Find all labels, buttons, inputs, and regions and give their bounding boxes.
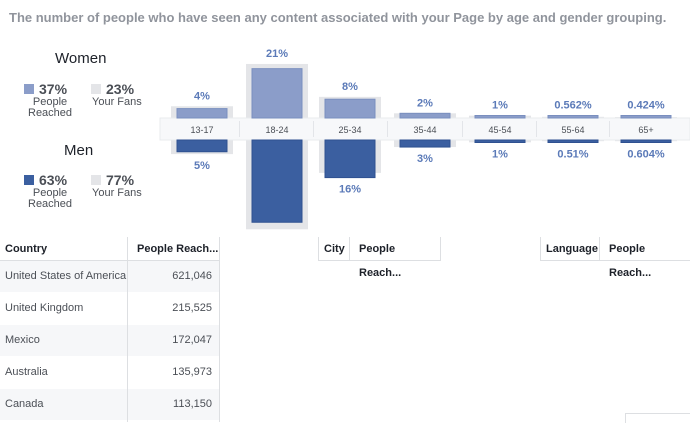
age-tick-label: 25-34 <box>338 125 361 135</box>
women-fans-pct: 23% <box>106 81 135 97</box>
country-col-divider <box>127 261 128 422</box>
women-value-label: 8% <box>342 81 358 93</box>
language-table: Language People Reach... <box>540 237 690 279</box>
men-reached-stat: 63% People Reached <box>24 172 72 210</box>
women-value-label: 0.562% <box>554 100 592 112</box>
table-row <box>0 357 219 388</box>
country-value-cell: 621,046 <box>172 270 212 282</box>
women-reached-bar <box>620 115 672 119</box>
city-table: City People Reach... <box>318 237 441 279</box>
men-reached-bar <box>324 139 376 179</box>
women-reached-label-1: People <box>32 96 68 108</box>
city-header[interactable]: City <box>318 237 350 261</box>
age-tick-label: 18-24 <box>265 125 288 135</box>
men-reached-swatch <box>24 175 34 185</box>
men-value-label: 16% <box>339 184 361 196</box>
country-people-reached-header[interactable]: People Reach... <box>128 237 220 261</box>
table-row <box>0 389 219 420</box>
men-title: Men <box>64 142 94 159</box>
age-tick-label: 35-44 <box>413 125 436 135</box>
men-value-label: 5% <box>194 160 210 172</box>
women-value-label: 21% <box>266 48 288 60</box>
men-value-label: 1% <box>492 149 508 161</box>
women-value-label: 2% <box>417 97 433 109</box>
women-value-label: 1% <box>492 100 508 112</box>
men-reached-bar <box>547 139 599 143</box>
country-value-cell: 135,973 <box>172 366 212 378</box>
country-table-edge <box>219 237 220 422</box>
men-reached-bar <box>176 139 228 153</box>
women-reached-bar <box>324 98 376 119</box>
language-people-reached-header[interactable]: People Reach... <box>600 237 690 279</box>
country-name-cell: United Kingdom <box>5 302 84 314</box>
age-axis-band: 13-17 18-24 25-34 35-44 45-54 55-64 65+ <box>159 117 690 141</box>
women-reached-swatch <box>24 84 34 94</box>
table-row <box>0 325 219 356</box>
women-value-label: 4% <box>194 90 210 102</box>
description-text: The number of people who have seen any c… <box>9 10 667 25</box>
men-reached-pct: 63% <box>39 172 68 188</box>
language-header[interactable]: Language <box>540 237 600 261</box>
country-value-cell: 172,047 <box>172 334 212 346</box>
men-fans-stat: 77% Your Fans <box>91 172 142 199</box>
men-reached-bar <box>620 139 672 143</box>
women-fans-label: Your Fans <box>92 96 142 108</box>
women-reached-pct: 37% <box>39 81 68 97</box>
men-reached-bar <box>399 139 451 148</box>
men-fans-swatch <box>91 175 101 185</box>
country-name-cell: Canada <box>5 398 44 410</box>
men-fans-pct: 77% <box>106 172 135 188</box>
city-people-reached-header[interactable]: People Reach... <box>350 237 441 279</box>
women-fans-stat: 23% Your Fans <box>91 81 142 108</box>
country-name-cell: Australia <box>5 366 48 378</box>
men-value-label: 3% <box>417 153 433 165</box>
age-tick-label: 45-54 <box>488 125 511 135</box>
women-reached-bar <box>251 68 303 119</box>
women-reached-bar <box>176 108 228 119</box>
women-fans-swatch <box>91 84 101 94</box>
country-value-cell: 215,525 <box>172 302 212 314</box>
men-reached-bar <box>474 139 526 143</box>
country-header[interactable]: Country <box>0 237 128 261</box>
age-gender-chart: 13-17 18-24 25-34 35-44 45-54 55-64 65+ 4% 5% 21… <box>159 48 690 230</box>
women-reached-bar <box>399 112 451 119</box>
country-value-cell: 113,150 <box>173 398 212 410</box>
men-fans-label: Your Fans <box>92 187 142 199</box>
men-reached-label-2: Reached <box>28 198 73 210</box>
reached-bars <box>176 68 672 223</box>
country-name-cell: Mexico <box>5 334 40 346</box>
age-tick-label: 65+ <box>638 125 653 135</box>
men-value-label: 0.604% <box>627 149 665 161</box>
women-reached-bar <box>547 115 599 119</box>
women-reached-label-2: Reached <box>28 107 73 119</box>
women-reached-bar <box>474 115 526 119</box>
men-reached-label-1: People <box>32 187 68 199</box>
men-value-label: 0.51% <box>557 149 588 161</box>
men-reached-bar <box>251 139 303 223</box>
women-reached-stat: 37% People Reached <box>24 81 72 119</box>
age-tick-label: 55-64 <box>561 125 584 135</box>
country-name-cell: United States of America <box>5 270 127 282</box>
bar-labels: 4%5%21%35%8%16%2%3%1%1%0.562%0.51%0.424%… <box>194 48 665 196</box>
table-row <box>0 293 219 324</box>
pager-control[interactable] <box>625 413 690 423</box>
women-value-label: 0.424% <box>627 100 665 112</box>
age-tick-label: 13-17 <box>190 125 213 135</box>
women-title: Women <box>55 50 107 67</box>
country-table: Country People Reach... United States of… <box>0 237 220 422</box>
table-row <box>0 261 219 292</box>
